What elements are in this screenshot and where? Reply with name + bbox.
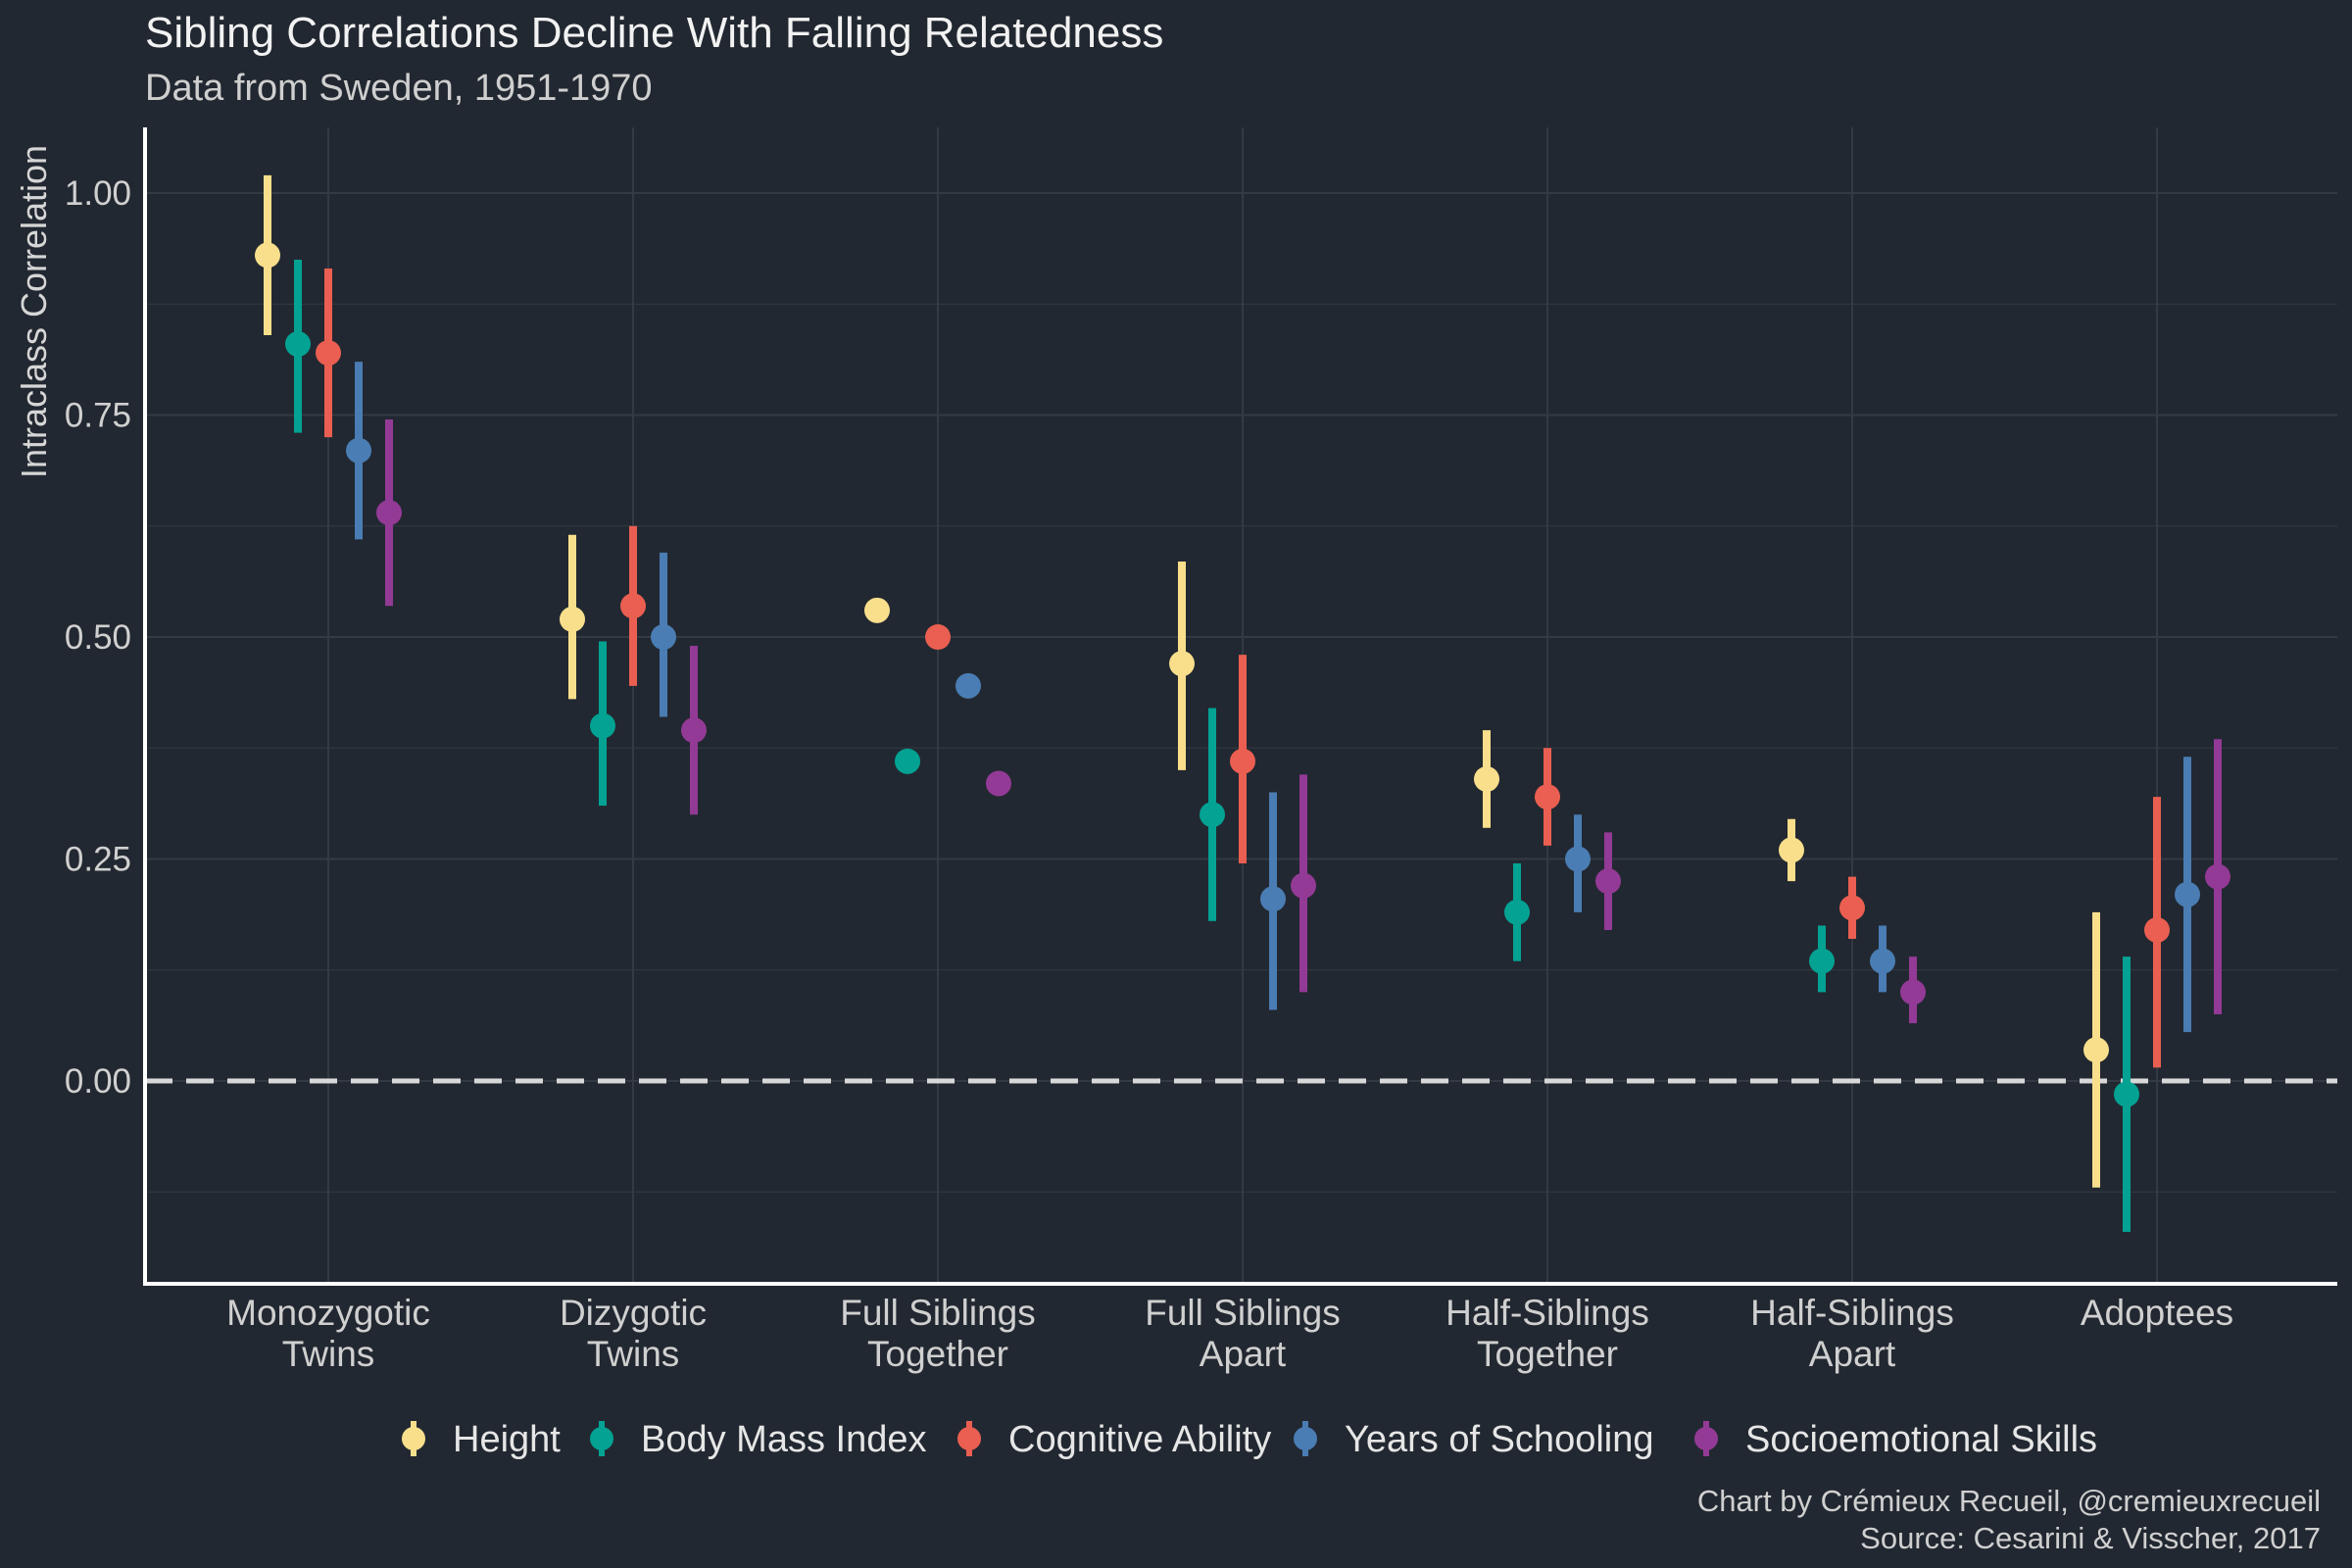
y-axis-label: Intraclass Correlation [14, 145, 54, 478]
data-point [651, 624, 676, 650]
x-category-label: Dizygotic [560, 1293, 707, 1333]
x-category-label: Half-Siblings [1446, 1293, 1649, 1333]
axes [143, 127, 2337, 1286]
data-point [1474, 765, 1499, 792]
data-point [1595, 868, 1621, 895]
series-height [255, 174, 2109, 1188]
data-point [2114, 1081, 2139, 1107]
legend-key-dot [1294, 1427, 1317, 1450]
data-point [1200, 802, 1225, 828]
caption-credit: Chart by Crémieux Recueil, @cremieuxrecu… [1697, 1484, 2321, 1518]
legend-item: Body Mass Index [590, 1419, 926, 1460]
legend-item: Height [402, 1419, 561, 1460]
data-point [864, 597, 890, 623]
data-point [255, 242, 280, 269]
data-point [316, 340, 341, 367]
data-point [986, 770, 1011, 797]
data-point [1230, 748, 1255, 774]
data-point [560, 606, 585, 632]
data-point [1870, 948, 1895, 974]
legend-label: Body Mass Index [641, 1419, 926, 1460]
legend-label: Years of Schooling [1345, 1419, 1654, 1460]
data-point [1535, 784, 1560, 810]
y-tick-label: 0.50 [65, 618, 131, 657]
legend: Height Body Mass Index Cognitive Ability Ye… [402, 1419, 2097, 1460]
data-point [1565, 846, 1591, 872]
series-body-mass-index [285, 259, 2139, 1233]
data-point [1169, 651, 1195, 677]
legend-item: Years of Schooling [1294, 1419, 1654, 1460]
x-category-label: Apart [1200, 1334, 1287, 1374]
data-point [681, 717, 707, 744]
data-point [2144, 916, 2170, 943]
data-point [285, 331, 311, 358]
legend-key-dot [957, 1427, 981, 1450]
x-category-label: Together [1477, 1334, 1618, 1374]
y-tick-label: 0.75 [65, 397, 131, 435]
data-point [1504, 899, 1530, 925]
data-point [956, 672, 981, 699]
y-tick-label: 0.25 [65, 841, 131, 879]
data-point [2205, 863, 2230, 890]
chart-title: Sibling Correlations Decline With Fallin… [145, 9, 1163, 57]
chart-subtitle: Data from Sweden, 1951-1970 [145, 68, 653, 109]
y-tick-label: 0.00 [65, 1062, 131, 1101]
data-point [620, 593, 646, 619]
legend-key-dot [590, 1427, 613, 1450]
x-category-label: Monozygotic [226, 1293, 430, 1333]
legend-label: Cognitive Ability [1008, 1419, 1271, 1460]
legend-item: Cognitive Ability [957, 1419, 1271, 1460]
series-cognitive-ability [316, 269, 2170, 1068]
legend-item: Socioemotional Skills [1694, 1419, 2097, 1460]
data-point [2083, 1037, 2109, 1063]
x-category-label: Twins [587, 1334, 680, 1374]
data-point [895, 748, 920, 774]
data-point [2175, 881, 2200, 907]
legend-label: Height [453, 1419, 561, 1460]
data-point [1260, 886, 1286, 912]
x-category-label: Full Siblings [1145, 1293, 1340, 1333]
data-point [1779, 837, 1804, 863]
x-category-label: Full Siblings [840, 1293, 1035, 1333]
data-point [925, 624, 951, 650]
caption-source: Source: Cesarini & Visscher, 2017 [1860, 1521, 2321, 1555]
legend-key-dot [402, 1427, 425, 1450]
data-point [1809, 948, 1835, 974]
data-point [1900, 979, 1926, 1005]
x-category-label: Adoptees [2081, 1293, 2233, 1333]
y-axis-ticks: 0.00 0.25 0.50 0.75 1.00 [65, 174, 131, 1101]
data-marks [255, 174, 2230, 1233]
series-socioemotional-skills [376, 419, 2230, 1024]
data-point [1291, 872, 1316, 899]
data-point [1839, 895, 1865, 921]
data-point [346, 437, 371, 464]
x-category-label: Apart [1809, 1334, 1896, 1374]
data-point [376, 500, 402, 526]
legend-label: Socioemotional Skills [1745, 1419, 2097, 1460]
series-years-of-schooling [346, 362, 2200, 1033]
x-category-label: Twins [282, 1334, 375, 1374]
legend-key-dot [1694, 1427, 1718, 1450]
x-category-label: Together [867, 1334, 1008, 1374]
x-category-label: Half-Siblings [1750, 1293, 1954, 1333]
y-tick-label: 1.00 [65, 174, 131, 213]
data-point [590, 712, 615, 739]
